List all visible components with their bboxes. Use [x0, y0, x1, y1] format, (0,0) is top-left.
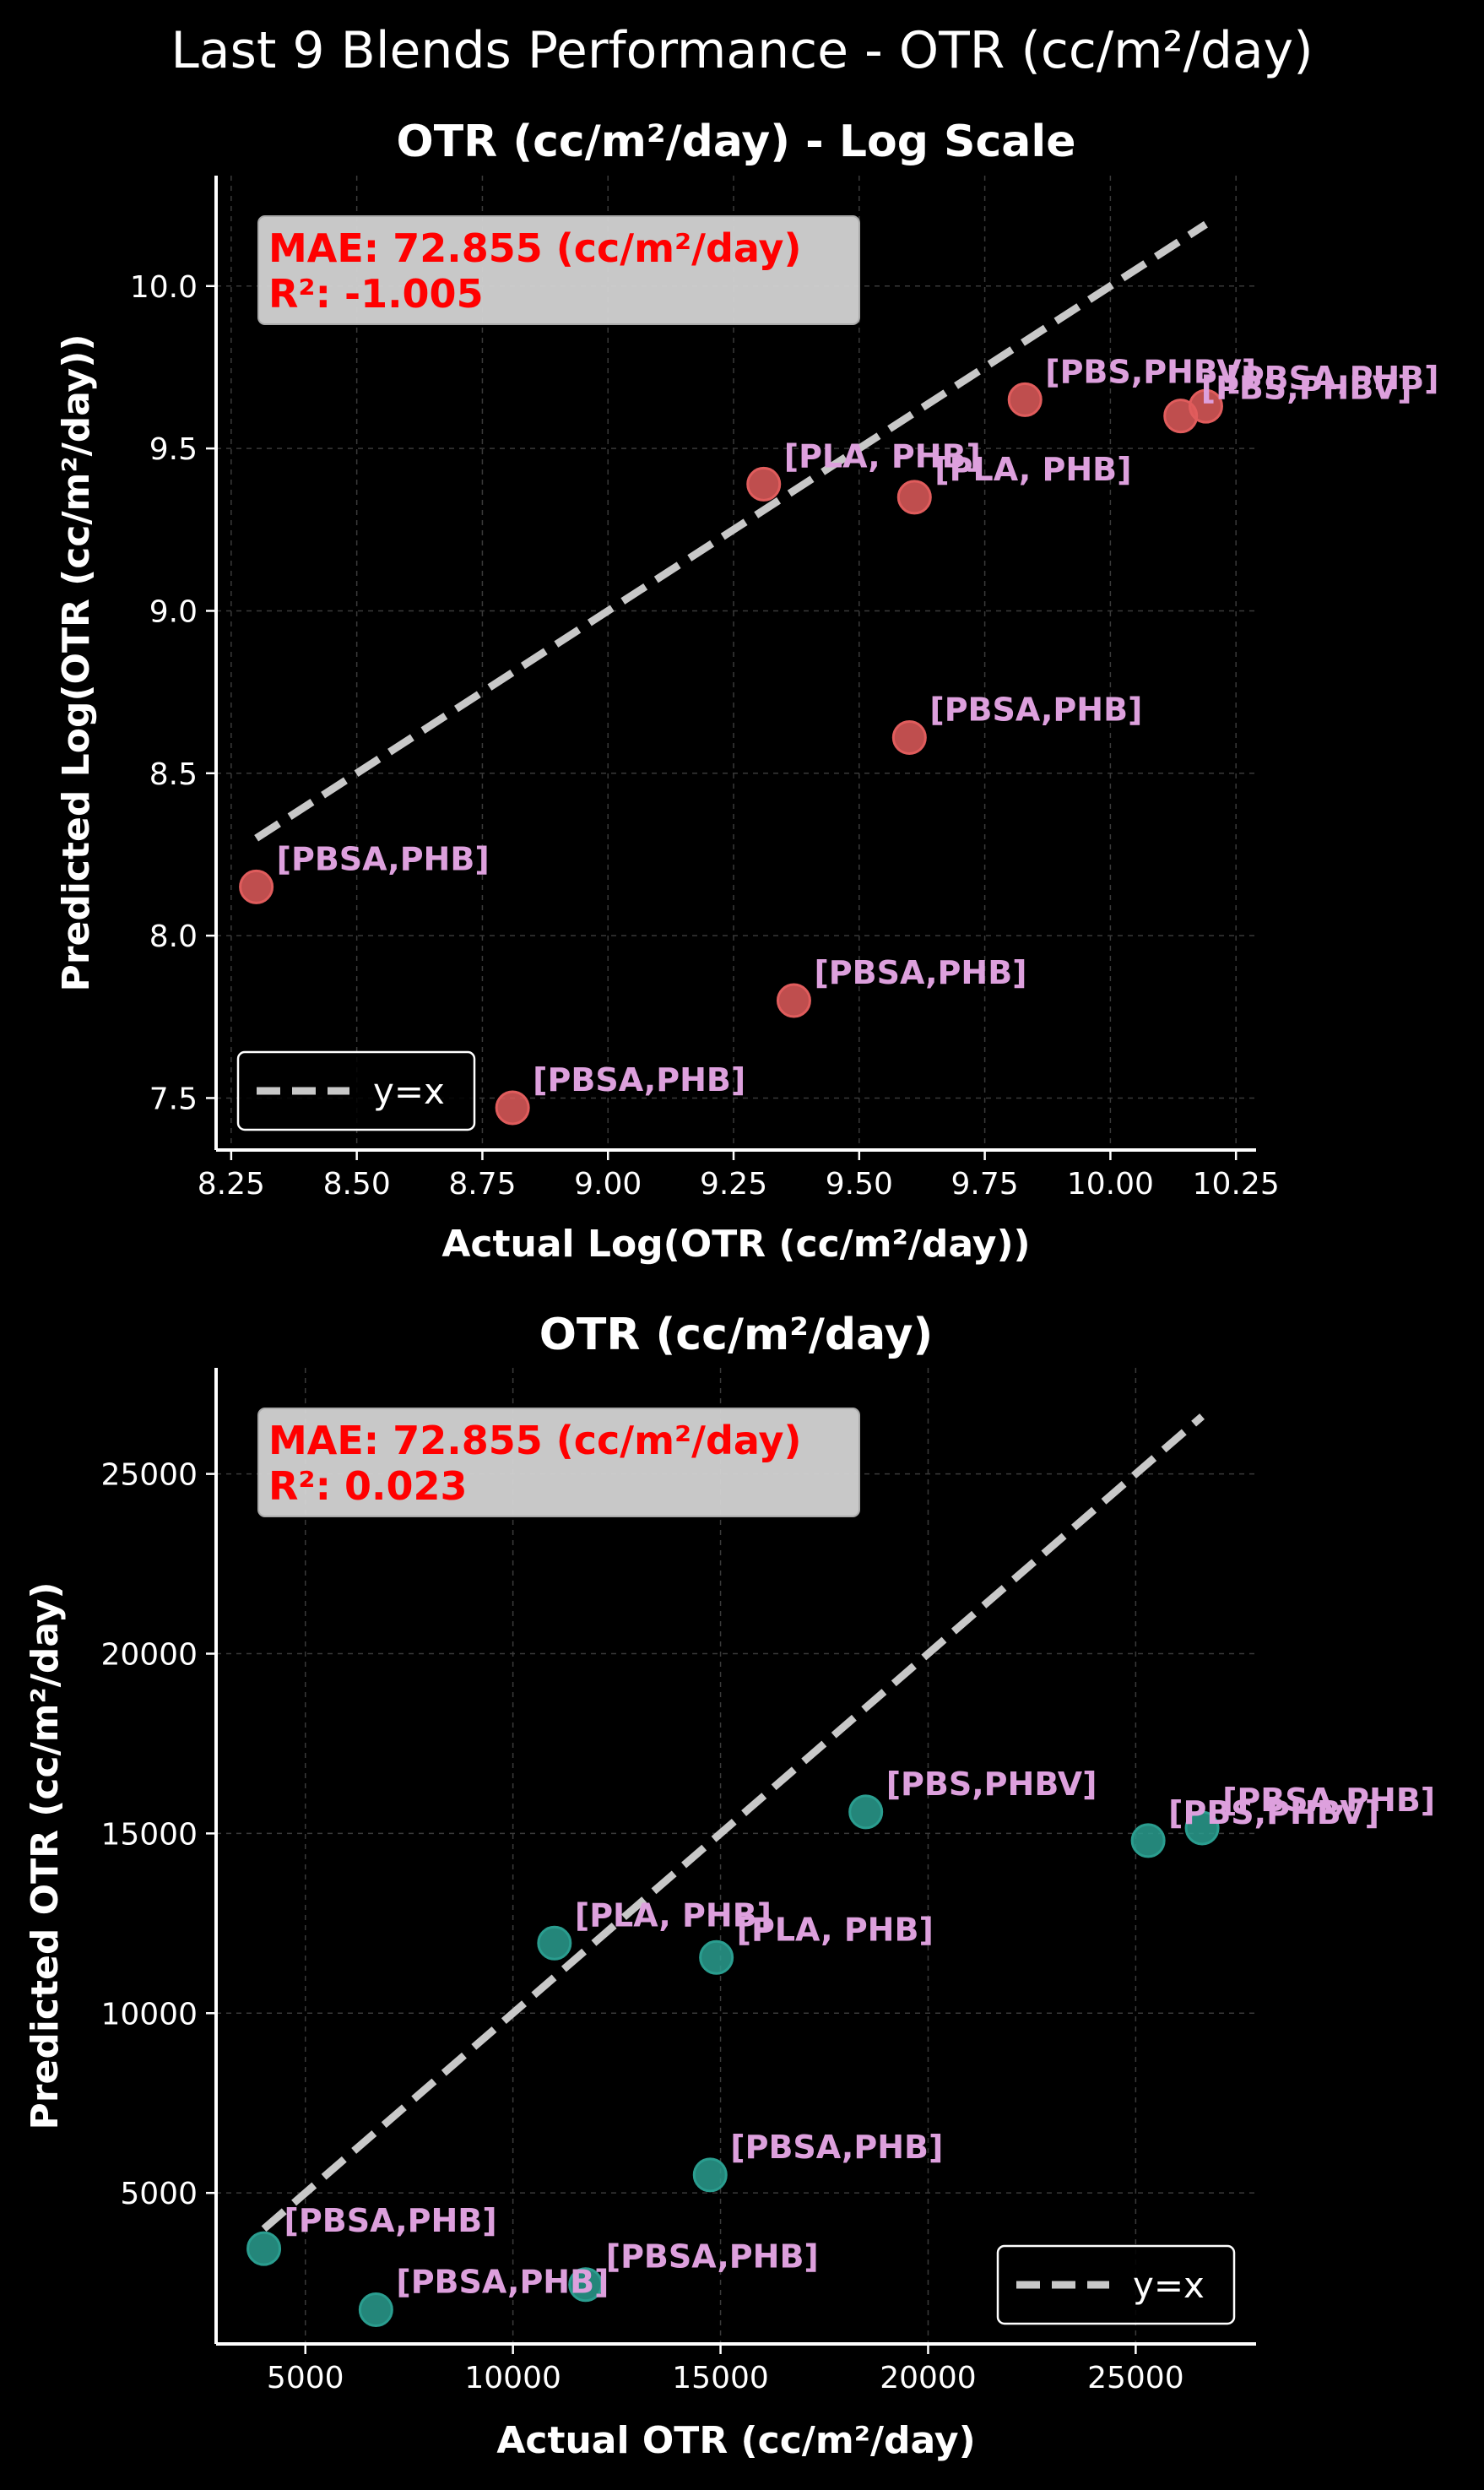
metrics-box-background [257, 215, 860, 325]
y-tick-label: 10.0 [130, 270, 198, 305]
point-label: [PBSA,PHB] [814, 954, 1026, 991]
x-tick-label: 9.25 [700, 1167, 767, 1202]
metrics-box: MAE: 72.855 (cc/m²/day) R²: 0.023 [257, 1408, 860, 1517]
data-point [358, 2292, 393, 2328]
reference-line [261, 1413, 1205, 2232]
y-tick-label: 7.5 [149, 1082, 198, 1116]
x-tick-label: 8.50 [323, 1167, 391, 1202]
panel-title: OTR (cc/m²/day) [539, 1310, 934, 1360]
x-tick-label: 25000 [1087, 2361, 1184, 2395]
data-point [239, 869, 274, 904]
axes: 5000 10000 15000 20000 25000 5000 10000 15000 20… [100, 1368, 1256, 2395]
legend-box [996, 2244, 1236, 2325]
y-tick-label: 9.5 [149, 432, 198, 467]
y-tick-label: 25000 [100, 1458, 198, 1493]
linear-scale-panel: OTR (cc/m²/day) Actual OTR (cc/m²/day) P… [24, 1310, 1435, 2462]
data-points [239, 382, 1223, 1126]
x-tick-label: 5000 [267, 2361, 344, 2395]
legend: y=x [996, 2244, 1236, 2325]
y-equals-x-line [254, 220, 1208, 842]
point-label: [PBSA,PHB] [606, 2238, 819, 2276]
y-tick-label: 10000 [100, 1997, 198, 2032]
point-label: [PBSA,PHB] [284, 2202, 497, 2239]
data-point [896, 480, 932, 515]
data-point [568, 2267, 604, 2303]
data-point [537, 1925, 572, 1961]
log-scale-panel: OTR (cc/m²/day) - Log Scale Actual Log(O… [55, 117, 1439, 1266]
legend-box [236, 1050, 476, 1131]
data-point [891, 719, 927, 755]
legend: y=x [236, 1050, 476, 1131]
point-label: [PBSA,PHB] [533, 1061, 745, 1099]
x-tick-label: 9.00 [574, 1167, 642, 1202]
r2-text: R²: -1.005 [268, 271, 484, 317]
x-tick-label: 10000 [464, 2361, 561, 2395]
point-label: [PBS,PHBV] [886, 1766, 1097, 1803]
data-point [692, 2157, 728, 2193]
legend-label: y=x [373, 1071, 445, 1112]
x-tick-label: 10.25 [1193, 1167, 1280, 1202]
point-label: [PBS,PHBV] [1201, 370, 1412, 407]
point-label: [PBSA,PHB] [730, 2129, 943, 2166]
point-label: [PLA, PHB] [784, 437, 981, 475]
data-point [1184, 1810, 1220, 1846]
point-label: [PLA, PHB] [575, 1896, 772, 1934]
axes: 8.25 8.50 8.75 9.00 9.25 9.50 9.75 10.00 10.25 7.… [130, 176, 1280, 1202]
y-equals-x-line [261, 1413, 1205, 2232]
r2-text: R²: 0.023 [268, 1463, 467, 1509]
point-labels: [PBSA,PHB][PBSA,PHB][PLA, PHB][PBSA,PHB]… [284, 1766, 1436, 2301]
reference-line [254, 220, 1208, 842]
mae-text: MAE: 72.855 (cc/m²/day) [268, 1418, 802, 1463]
data-point [246, 2231, 282, 2266]
point-label: [PLA, PHB] [737, 1911, 934, 1948]
data-point [1188, 388, 1223, 424]
y-tick-label: 20000 [100, 1637, 198, 1672]
figure-suptitle: Last 9 Blends Performance - OTR (cc/m²/d… [171, 21, 1313, 80]
point-label: [PBS,PHBV] [1045, 353, 1256, 390]
x-tick-label: 9.50 [826, 1167, 893, 1202]
point-label: [PBSA,PHB] [277, 840, 490, 877]
point-labels: [PBSA,PHB] [PBSA,PHB] [PLA, PHB] [PBSA,PHB]… [277, 353, 1439, 1099]
data-point [495, 1090, 530, 1126]
point-label: [PBS,PHBV] [1168, 1794, 1379, 1831]
y-tick-label: 8.5 [149, 757, 198, 792]
x-axis-label: Actual OTR (cc/m²/day) [496, 2419, 975, 2462]
panel-title: OTR (cc/m²/day) - Log Scale [397, 117, 1076, 167]
data-point [848, 1794, 884, 1830]
x-tick-label: 8.75 [448, 1167, 516, 1202]
point-label: [PBSA,PHB] [929, 691, 1142, 728]
x-tick-label: 8.25 [198, 1167, 265, 1202]
data-point [776, 983, 811, 1018]
y-axis-label: Predicted Log(OTR (cc/m²/day)) [55, 334, 98, 992]
metrics-box: MAE: 72.855 (cc/m²/day) R²: -1.005 [257, 215, 860, 325]
data-point [1130, 1823, 1166, 1858]
data-point [1007, 382, 1043, 417]
data-point [746, 466, 782, 502]
y-tick-label: 9.0 [149, 594, 198, 629]
y-tick-label: 8.0 [149, 920, 198, 954]
metrics-box-background [257, 1408, 860, 1517]
mae-text: MAE: 72.855 (cc/m²/day) [268, 225, 802, 271]
y-axis-label: Predicted OTR (cc/m²/day) [24, 1582, 67, 2130]
legend-label: y=x [1133, 2265, 1205, 2306]
x-axis-label: Actual Log(OTR (cc/m²/day)) [441, 1223, 1030, 1266]
point-label: [PBSA,PHB] [396, 2264, 609, 2301]
data-points [246, 1794, 1220, 2328]
x-tick-label: 10.00 [1067, 1167, 1154, 1202]
point-label: [PBSA,PHB] [1222, 1782, 1435, 1819]
point-label: [PLA, PHB] [934, 451, 1131, 488]
x-tick-label: 20000 [880, 2361, 977, 2395]
y-tick-label: 5000 [120, 2177, 198, 2211]
x-tick-label: 15000 [672, 2361, 769, 2395]
x-tick-label: 9.75 [951, 1167, 1019, 1202]
point-label: [PBSA,PHB] [1226, 360, 1438, 397]
y-tick-label: 15000 [100, 1817, 198, 1852]
data-point [699, 1939, 734, 1975]
